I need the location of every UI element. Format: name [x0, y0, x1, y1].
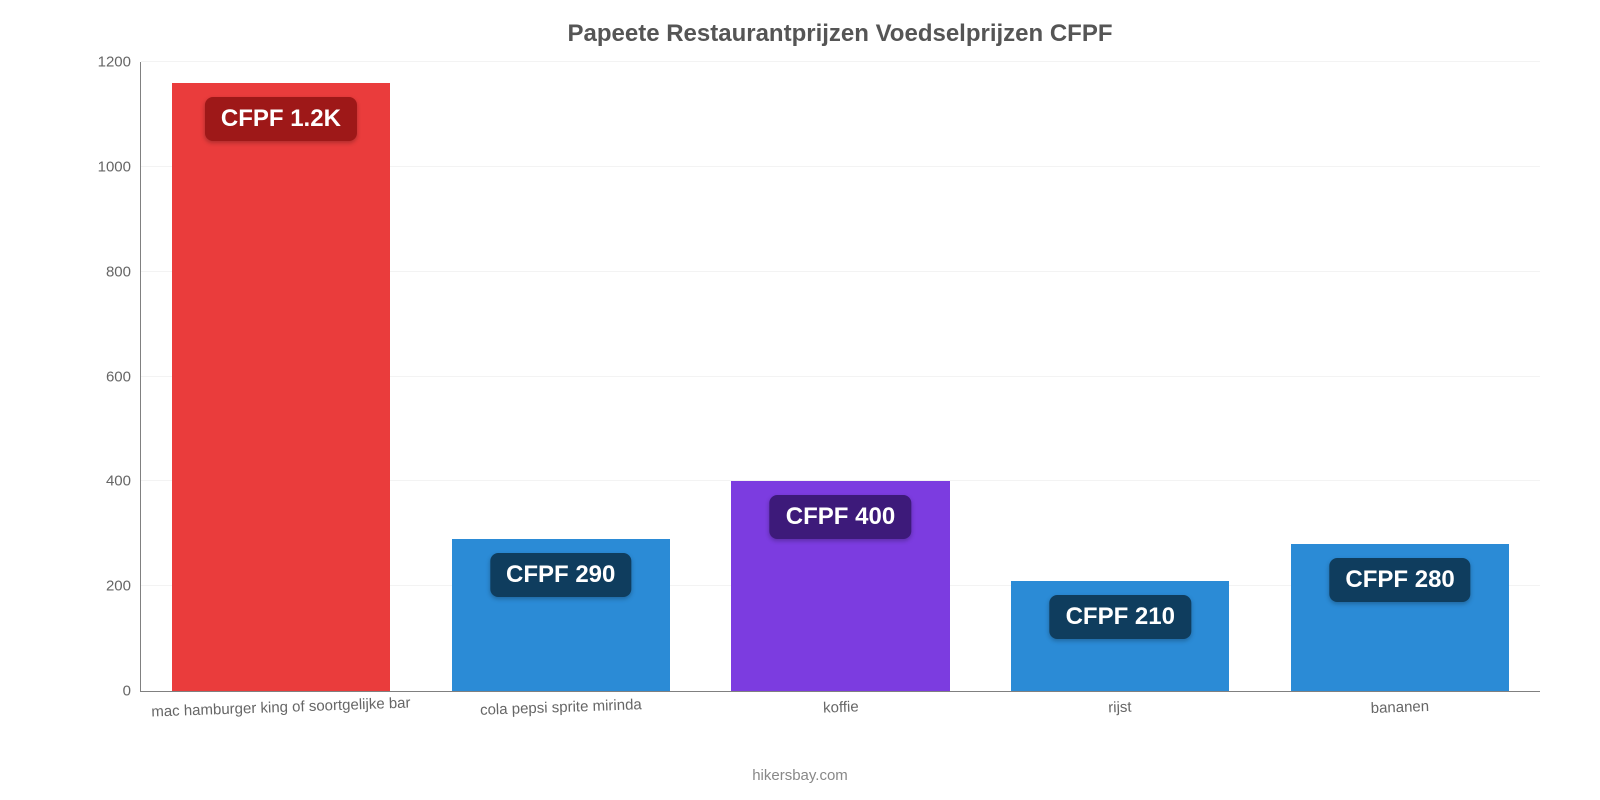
price-chart: Papeete Restaurantprijzen Voedselprijzen…: [0, 0, 1600, 800]
x-axis-label: bananen: [1260, 694, 1540, 721]
x-axis-label: koffie: [700, 694, 980, 721]
bar: CFPF 210: [1011, 581, 1229, 691]
bar-slot: CFPF 280: [1260, 62, 1540, 691]
y-tick-label: 0: [123, 683, 141, 700]
value-badge: CFPF 400: [770, 495, 911, 539]
attribution-text: hikersbay.com: [752, 767, 848, 784]
y-tick-label: 1200: [98, 54, 141, 71]
x-axis-label: mac hamburger king of soortgelijke bar: [141, 694, 421, 721]
bar: CFPF 1.2K: [172, 83, 390, 691]
bar: CFPF 280: [1291, 544, 1509, 691]
y-tick-label: 1000: [98, 158, 141, 175]
y-tick-label: 800: [106, 263, 141, 280]
bar: CFPF 290: [452, 539, 670, 691]
bar-slot: CFPF 1.2K: [141, 62, 421, 691]
value-badge: CFPF 210: [1050, 595, 1191, 639]
plot-area: 020040060080010001200 CFPF 1.2KCFPF 290C…: [140, 62, 1540, 692]
chart-title: Papeete Restaurantprijzen Voedselprijzen…: [140, 20, 1540, 48]
bar-slot: CFPF 210: [980, 62, 1260, 691]
bar-slot: CFPF 400: [701, 62, 981, 691]
y-tick-label: 600: [106, 368, 141, 385]
x-axis-label: rijst: [980, 694, 1260, 721]
x-axis-label: cola pepsi sprite mirinda: [421, 694, 701, 721]
y-tick-label: 200: [106, 578, 141, 595]
bar-slot: CFPF 290: [421, 62, 701, 691]
value-badge: CFPF 290: [490, 553, 631, 597]
y-tick-label: 400: [106, 473, 141, 490]
value-badge: CFPF 1.2K: [205, 97, 357, 141]
x-axis-labels: mac hamburger king of soortgelijke barco…: [141, 699, 1540, 716]
bars-container: CFPF 1.2K CFPF 290 CFPF 400 CFPF 210 CFPF 28…: [141, 62, 1540, 691]
value-badge: CFPF 280: [1329, 558, 1470, 602]
bar: CFPF 400: [731, 481, 949, 691]
